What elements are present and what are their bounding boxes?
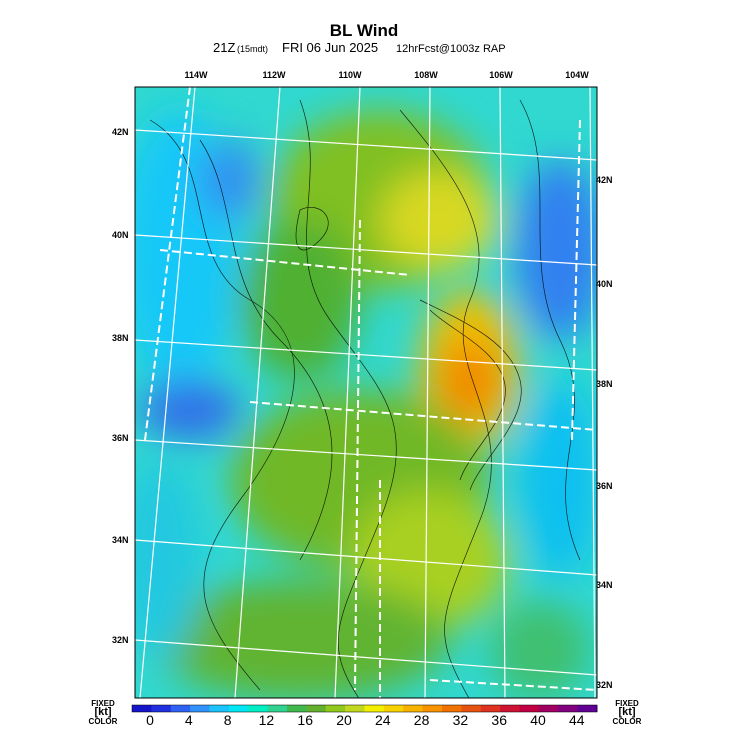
colorbar-caption: COLOR bbox=[89, 717, 118, 726]
colorbar-swatch bbox=[500, 705, 520, 712]
colorbar-caption: COLOR bbox=[613, 717, 642, 726]
colorbar-swatch bbox=[306, 705, 327, 712]
colorbar-swatch bbox=[422, 705, 443, 712]
colorbar-label: 44 bbox=[569, 712, 585, 728]
lon-label: 106W bbox=[489, 70, 513, 80]
colorbar-label: 16 bbox=[297, 712, 313, 728]
colorbar-label: 28 bbox=[414, 712, 430, 728]
colorbar-swatch bbox=[480, 705, 501, 712]
map-frame bbox=[134, 86, 598, 699]
colorbar-swatch bbox=[132, 705, 152, 712]
colorbar-label: 8 bbox=[224, 712, 232, 728]
colorbar-swatch bbox=[325, 705, 346, 712]
lon-label: 104W bbox=[565, 70, 589, 80]
lat-label: 42N bbox=[112, 127, 129, 137]
time: 21Z bbox=[213, 40, 235, 55]
colorbar-swatch bbox=[364, 705, 385, 712]
lat-label: 38N bbox=[112, 333, 129, 343]
local-time: (15mdt) bbox=[237, 44, 268, 54]
lat-label: 40N bbox=[112, 230, 129, 240]
lat-label: 32N bbox=[112, 635, 129, 645]
lon-label: 112W bbox=[262, 70, 286, 80]
lat-label: 32N bbox=[596, 680, 613, 690]
colorbar-label: 32 bbox=[453, 712, 469, 728]
colorbar-swatch bbox=[383, 705, 404, 712]
colorbar-swatch bbox=[538, 705, 559, 712]
colorbar-swatch bbox=[577, 705, 598, 712]
colorbar-swatch bbox=[519, 705, 540, 712]
colorbar-swatch bbox=[209, 705, 230, 712]
colorbar-label: 12 bbox=[259, 712, 275, 728]
colorbar-swatch bbox=[248, 705, 269, 712]
colorbar-swatch bbox=[151, 705, 172, 712]
colorbar-label: 40 bbox=[530, 712, 546, 728]
colorbar-swatch bbox=[267, 705, 288, 712]
wind-field bbox=[135, 87, 597, 698]
colorbar-caption: [kt] bbox=[618, 706, 635, 718]
colorbar-label: 24 bbox=[375, 712, 391, 728]
colorbar-swatch bbox=[461, 705, 482, 712]
lat-label: 34N bbox=[596, 580, 613, 590]
lat-label: 36N bbox=[112, 433, 129, 443]
colorbar-label: 4 bbox=[185, 712, 193, 728]
colorbar-caption: FIXED bbox=[91, 699, 115, 708]
colorbar-swatch bbox=[190, 705, 210, 712]
lon-label: 114W bbox=[184, 70, 208, 80]
colorbar-swatch bbox=[345, 705, 365, 712]
colorbar-label: 20 bbox=[336, 712, 352, 728]
lat-label: 40N bbox=[596, 279, 613, 289]
forecast: 12hrFcst@1003z RAP bbox=[396, 43, 506, 55]
colorbar-caption: FIXED bbox=[615, 699, 639, 708]
colorbar-swatch bbox=[403, 705, 424, 712]
lon-label: 110W bbox=[338, 70, 362, 80]
lat-label: 34N bbox=[112, 535, 129, 545]
colorbar-label: 0 bbox=[146, 712, 154, 728]
colorbar-caption: [kt] bbox=[94, 706, 111, 718]
colorbar-frame bbox=[131, 704, 598, 713]
colorbar-label: 36 bbox=[491, 712, 507, 728]
colorbar-swatch bbox=[287, 705, 307, 712]
colorbar-swatch bbox=[170, 705, 191, 712]
colorbar-swatch bbox=[228, 705, 249, 712]
lat-label: 36N bbox=[596, 481, 613, 491]
lat-label: 38N bbox=[596, 379, 613, 389]
date: FRI 06 Jun 2025 bbox=[282, 40, 378, 55]
colorbar-swatch bbox=[442, 705, 462, 712]
lon-label: 108W bbox=[414, 70, 438, 80]
colorbar-swatch bbox=[558, 705, 579, 712]
title: BL Wind bbox=[330, 21, 398, 40]
lat-label: 42N bbox=[596, 175, 613, 185]
